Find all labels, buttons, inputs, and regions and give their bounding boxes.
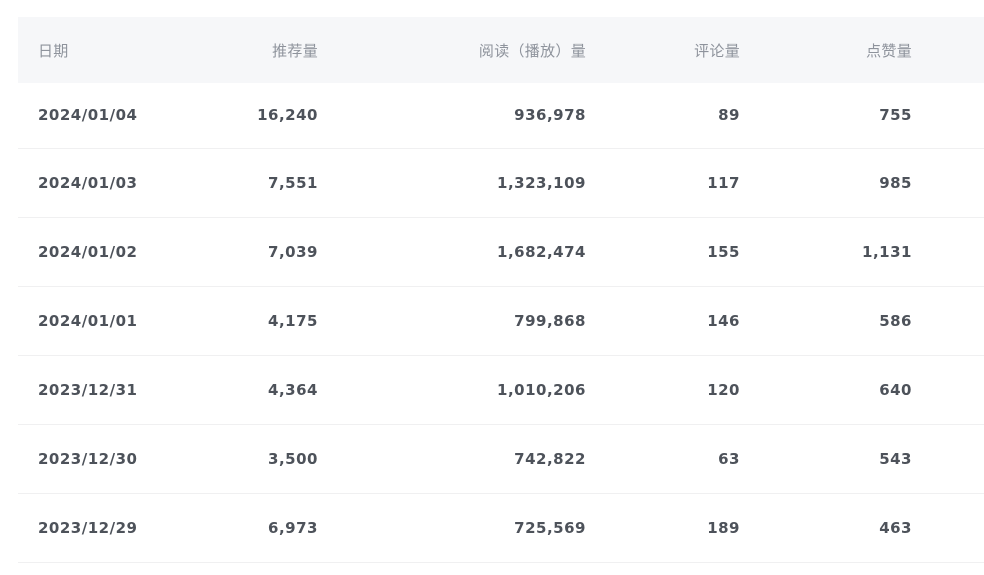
cell-likes: 755 bbox=[879, 106, 912, 125]
header-row: 日期 推荐量 阅读（播放）量 评论量 点赞量 bbox=[18, 17, 984, 83]
header-filler bbox=[912, 17, 984, 83]
cell-recommend: 3,500 bbox=[268, 449, 318, 468]
table-row: 2024/01/03 7,551 1,323,109 117 985 bbox=[18, 148, 984, 217]
table-row: 2024/01/01 4,175 799,868 146 586 bbox=[18, 286, 984, 355]
cell-comments: 155 bbox=[707, 242, 740, 261]
cell-reads: 742,822 bbox=[514, 449, 586, 468]
cell-reads: 1,323,109 bbox=[497, 173, 586, 192]
table-header: 日期 推荐量 阅读（播放）量 评论量 点赞量 bbox=[18, 17, 984, 83]
cell-filler bbox=[912, 355, 984, 424]
column-header-likes: 点赞量 bbox=[866, 41, 912, 60]
cell-recommend: 16,240 bbox=[257, 106, 318, 125]
column-header-recommend: 推荐量 bbox=[272, 41, 318, 60]
cell-likes: 985 bbox=[879, 173, 912, 192]
cell-date: 2023/12/30 bbox=[38, 449, 138, 468]
cell-likes: 463 bbox=[879, 518, 912, 537]
cell-comments: 146 bbox=[707, 311, 740, 330]
cell-date: 2024/01/03 bbox=[38, 173, 138, 192]
cell-comments: 89 bbox=[718, 106, 740, 125]
cell-comments: 63 bbox=[718, 449, 740, 468]
column-header-comments: 评论量 bbox=[694, 41, 740, 60]
cell-recommend: 4,175 bbox=[268, 311, 318, 330]
cell-recommend: 7,039 bbox=[268, 242, 318, 261]
cell-likes: 1,131 bbox=[862, 242, 912, 261]
column-header-date: 日期 bbox=[38, 41, 69, 60]
cell-filler bbox=[912, 148, 984, 217]
cell-likes: 586 bbox=[879, 311, 912, 330]
table-row: 2024/01/02 7,039 1,682,474 155 1,131 bbox=[18, 217, 984, 286]
cell-reads: 799,868 bbox=[514, 311, 586, 330]
cell-likes: 640 bbox=[879, 380, 912, 399]
cell-comments: 117 bbox=[707, 173, 740, 192]
cell-reads: 936,978 bbox=[514, 106, 586, 125]
cell-filler bbox=[912, 83, 984, 148]
cell-date: 2023/12/31 bbox=[38, 380, 138, 399]
cell-recommend: 4,364 bbox=[268, 380, 318, 399]
table-row: 2024/01/04 16,240 936,978 89 755 bbox=[18, 83, 984, 148]
cell-date: 2024/01/04 bbox=[38, 106, 138, 125]
cell-date: 2024/01/02 bbox=[38, 242, 138, 261]
table-row: 2023/12/30 3,500 742,822 63 543 bbox=[18, 424, 984, 493]
cell-recommend: 7,551 bbox=[268, 173, 318, 192]
cell-reads: 725,569 bbox=[514, 518, 586, 537]
cell-filler bbox=[912, 424, 984, 493]
cell-likes: 543 bbox=[879, 449, 912, 468]
column-header-reads: 阅读（播放）量 bbox=[478, 41, 586, 60]
cell-comments: 120 bbox=[707, 380, 740, 399]
table-body: 2024/01/04 16,240 936,978 89 755 2024/01/03 7,… bbox=[18, 83, 984, 562]
cell-reads: 1,682,474 bbox=[497, 242, 586, 261]
table-row: 2023/12/31 4,364 1,010,206 120 640 bbox=[18, 355, 984, 424]
cell-date: 2023/12/29 bbox=[38, 518, 138, 537]
stats-table-container: 日期 推荐量 阅读（播放）量 评论量 点赞量 2024/01/04 16,240 936,9… bbox=[18, 17, 984, 563]
cell-filler bbox=[912, 217, 984, 286]
cell-filler bbox=[912, 493, 984, 562]
table-row: 2023/12/29 6,973 725,569 189 463 bbox=[18, 493, 984, 562]
cell-filler bbox=[912, 286, 984, 355]
cell-comments: 189 bbox=[707, 518, 740, 537]
cell-recommend: 6,973 bbox=[268, 518, 318, 537]
cell-date: 2024/01/01 bbox=[38, 311, 138, 330]
cell-reads: 1,010,206 bbox=[497, 380, 586, 399]
stats-table: 日期 推荐量 阅读（播放）量 评论量 点赞量 2024/01/04 16,240 936,9… bbox=[18, 17, 984, 563]
